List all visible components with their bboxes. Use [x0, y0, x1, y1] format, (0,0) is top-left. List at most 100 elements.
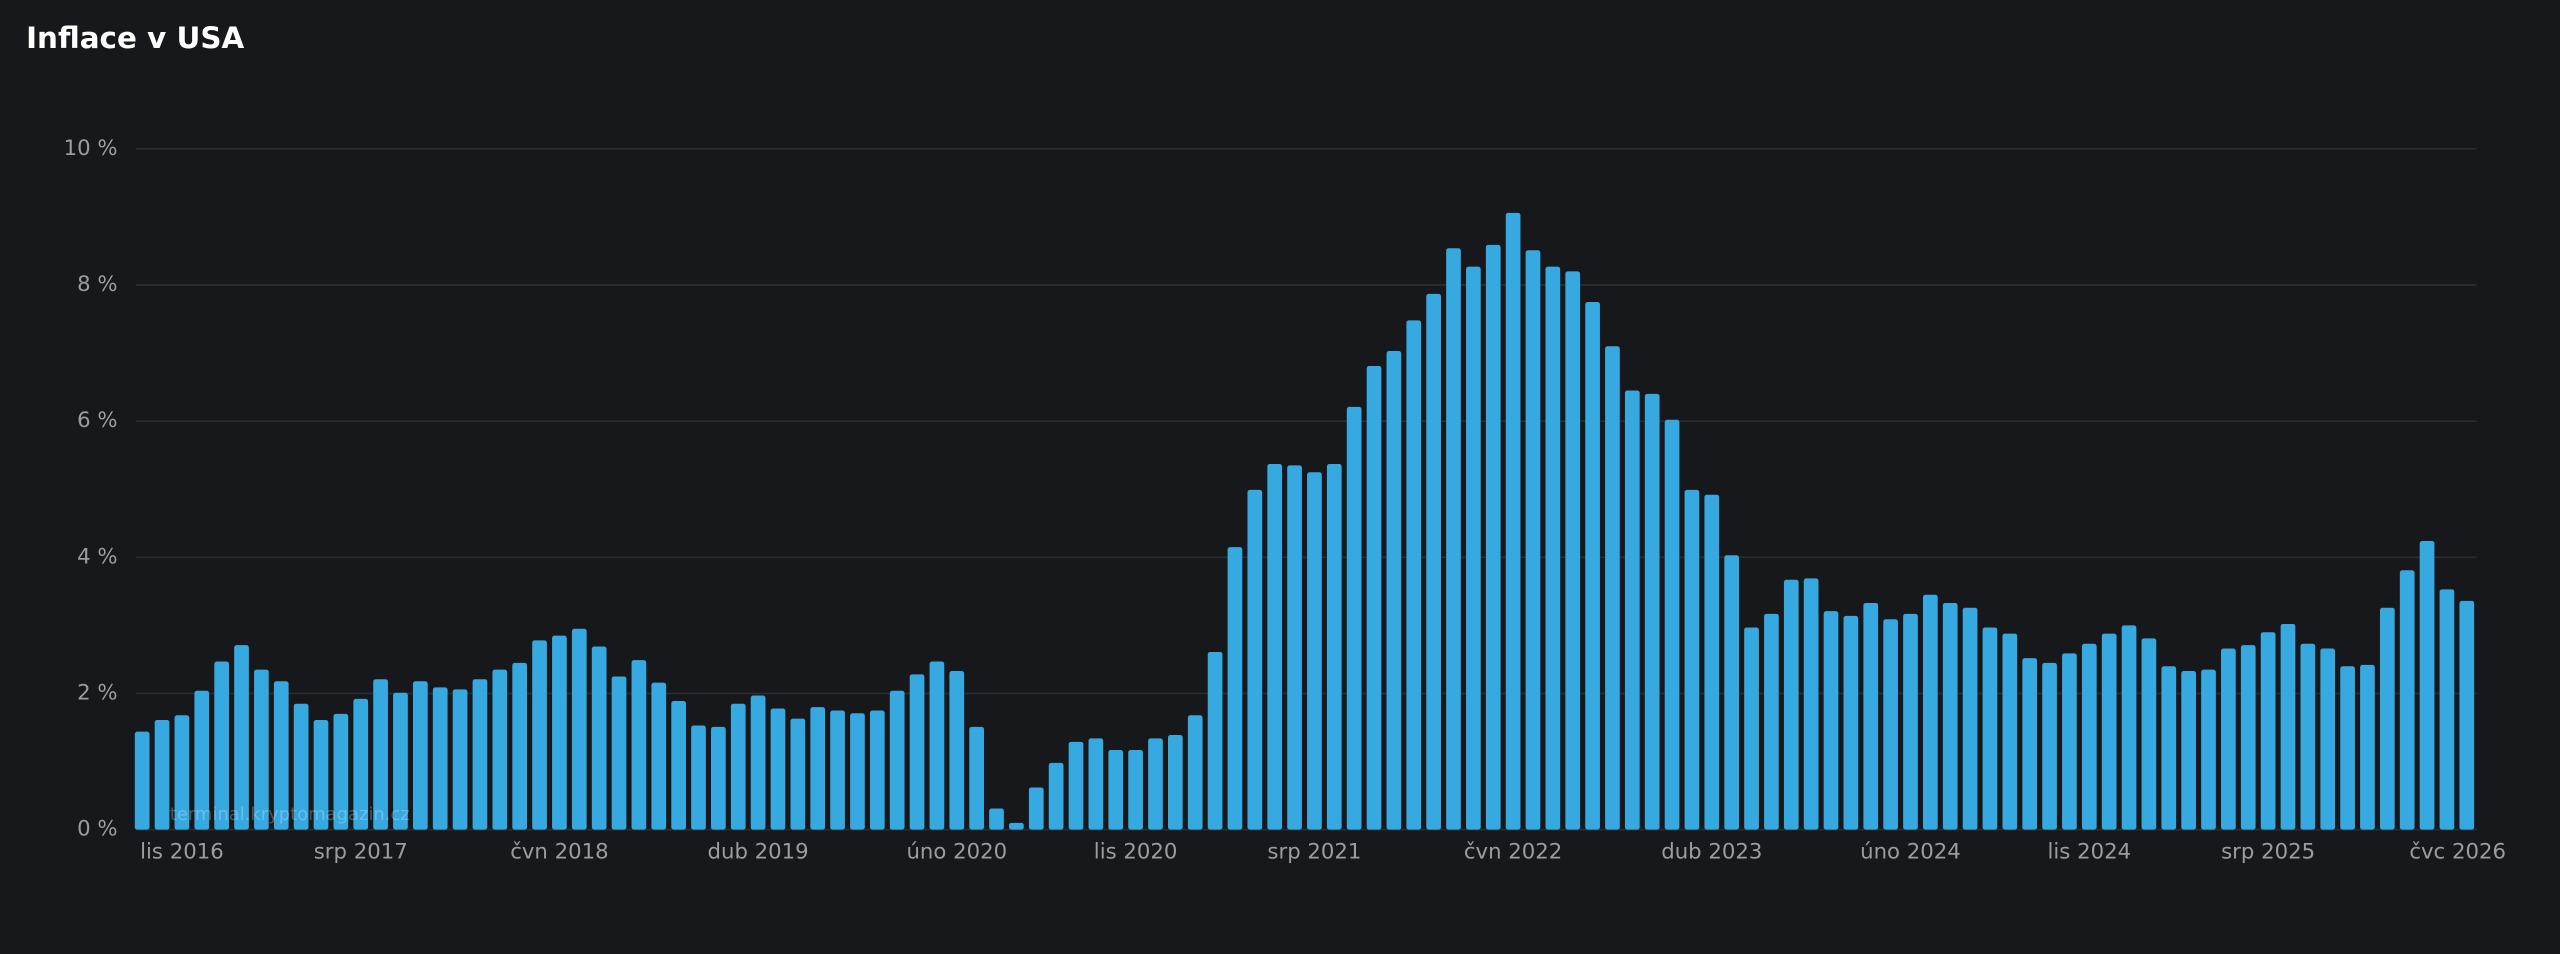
bar: [1485, 244, 1501, 830]
bar: [1426, 293, 1441, 830]
x-tick-label: lis 2020: [1094, 840, 1178, 865]
y-tick-label: 0 %: [77, 817, 117, 842]
x-tick-label: čvc 2026: [2409, 840, 2506, 865]
bar: [1048, 762, 1064, 830]
bar: [2002, 633, 2018, 830]
bar: [869, 710, 885, 830]
bar: [969, 726, 985, 830]
bar: [611, 676, 627, 830]
bar: [2280, 624, 2296, 830]
bar: [1406, 320, 1422, 830]
bar: [1068, 741, 1084, 830]
bar: [2081, 643, 2097, 830]
bar: [1525, 250, 1541, 830]
bar: [1108, 749, 1124, 830]
bar: [711, 726, 726, 830]
bar: [1386, 351, 1402, 830]
bar: [830, 710, 845, 830]
bar: [810, 707, 826, 830]
x-tick-label: lis 2024: [2048, 840, 2132, 865]
bar: [2360, 664, 2375, 830]
bar: [1088, 738, 1104, 830]
bar: [2101, 633, 2117, 830]
bar: [234, 645, 249, 830]
bar: [1167, 735, 1183, 830]
bar: [154, 720, 170, 830]
x-tick-label: srp 2017: [314, 840, 408, 865]
bar: [1624, 390, 1640, 830]
bar: [2340, 666, 2355, 830]
bar: [770, 708, 786, 830]
bar: [1724, 555, 1740, 830]
watermark: terminal.kryptomagazin.cz: [170, 804, 410, 825]
bar: [750, 695, 766, 830]
bar: [1922, 594, 1938, 830]
bar: [1187, 715, 1203, 830]
bar: [1823, 611, 1839, 830]
bar: [2240, 645, 2256, 830]
bar: [1227, 547, 1243, 830]
chart-title: Inflace v USA: [26, 21, 244, 55]
bar: [1942, 602, 1958, 830]
bar: [1009, 822, 1024, 830]
bar: [1744, 627, 1759, 830]
bar: [1982, 627, 1998, 830]
bar: [949, 671, 965, 830]
bar: [2221, 648, 2236, 830]
bar: [432, 687, 448, 830]
bar: [790, 718, 806, 830]
bar: [691, 725, 706, 830]
bar: [1863, 602, 1879, 830]
x-tick-label: dub 2023: [1661, 840, 1762, 865]
bar: [730, 703, 746, 830]
bar: [2062, 653, 2077, 830]
bar: [2399, 570, 2415, 830]
bar: [1128, 749, 1143, 830]
bar: [2260, 632, 2276, 830]
bar: [2181, 671, 2196, 830]
bar: [1247, 489, 1263, 830]
bar: [671, 700, 686, 830]
bar: [1207, 651, 1223, 830]
bar: [552, 635, 567, 830]
y-tick-label: 6 %: [77, 408, 117, 433]
bar: [512, 662, 528, 830]
bar: [134, 731, 150, 830]
bar: [2141, 638, 2157, 830]
y-tick-label: 2 %: [77, 680, 117, 705]
bar: [2439, 589, 2455, 830]
x-tick-label: úno 2020: [906, 840, 1007, 865]
bar: [2121, 625, 2137, 830]
bar: [1803, 578, 1819, 830]
bar: [1307, 472, 1322, 830]
bar: [333, 713, 349, 830]
bar: [1764, 613, 1779, 830]
bar: [1326, 464, 1342, 830]
bar: [1505, 212, 1521, 830]
bar: [1644, 393, 1660, 830]
bar: [214, 661, 230, 830]
y-tick-label: 10 %: [64, 136, 118, 161]
bar: [254, 669, 269, 830]
bar: [1446, 248, 1461, 830]
bar: [532, 640, 547, 830]
bar: [1783, 579, 1799, 830]
x-tick-label: dub 2019: [708, 840, 809, 865]
bar: [412, 681, 428, 830]
bar: [1565, 271, 1581, 830]
bar: [2320, 648, 2336, 830]
x-tick-label: srp 2021: [1267, 840, 1361, 865]
bar: [1704, 494, 1720, 830]
bar: [989, 808, 1004, 830]
bar: [2042, 662, 2057, 830]
x-tick-label: srp 2025: [2221, 840, 2315, 865]
bar: [1028, 787, 1044, 830]
bar: [2022, 658, 2038, 830]
bar: [889, 690, 905, 830]
bar: [492, 669, 508, 830]
y-tick-label: 8 %: [77, 272, 117, 297]
bar: [472, 679, 488, 830]
bar: [631, 660, 647, 830]
bar: [1664, 419, 1680, 830]
